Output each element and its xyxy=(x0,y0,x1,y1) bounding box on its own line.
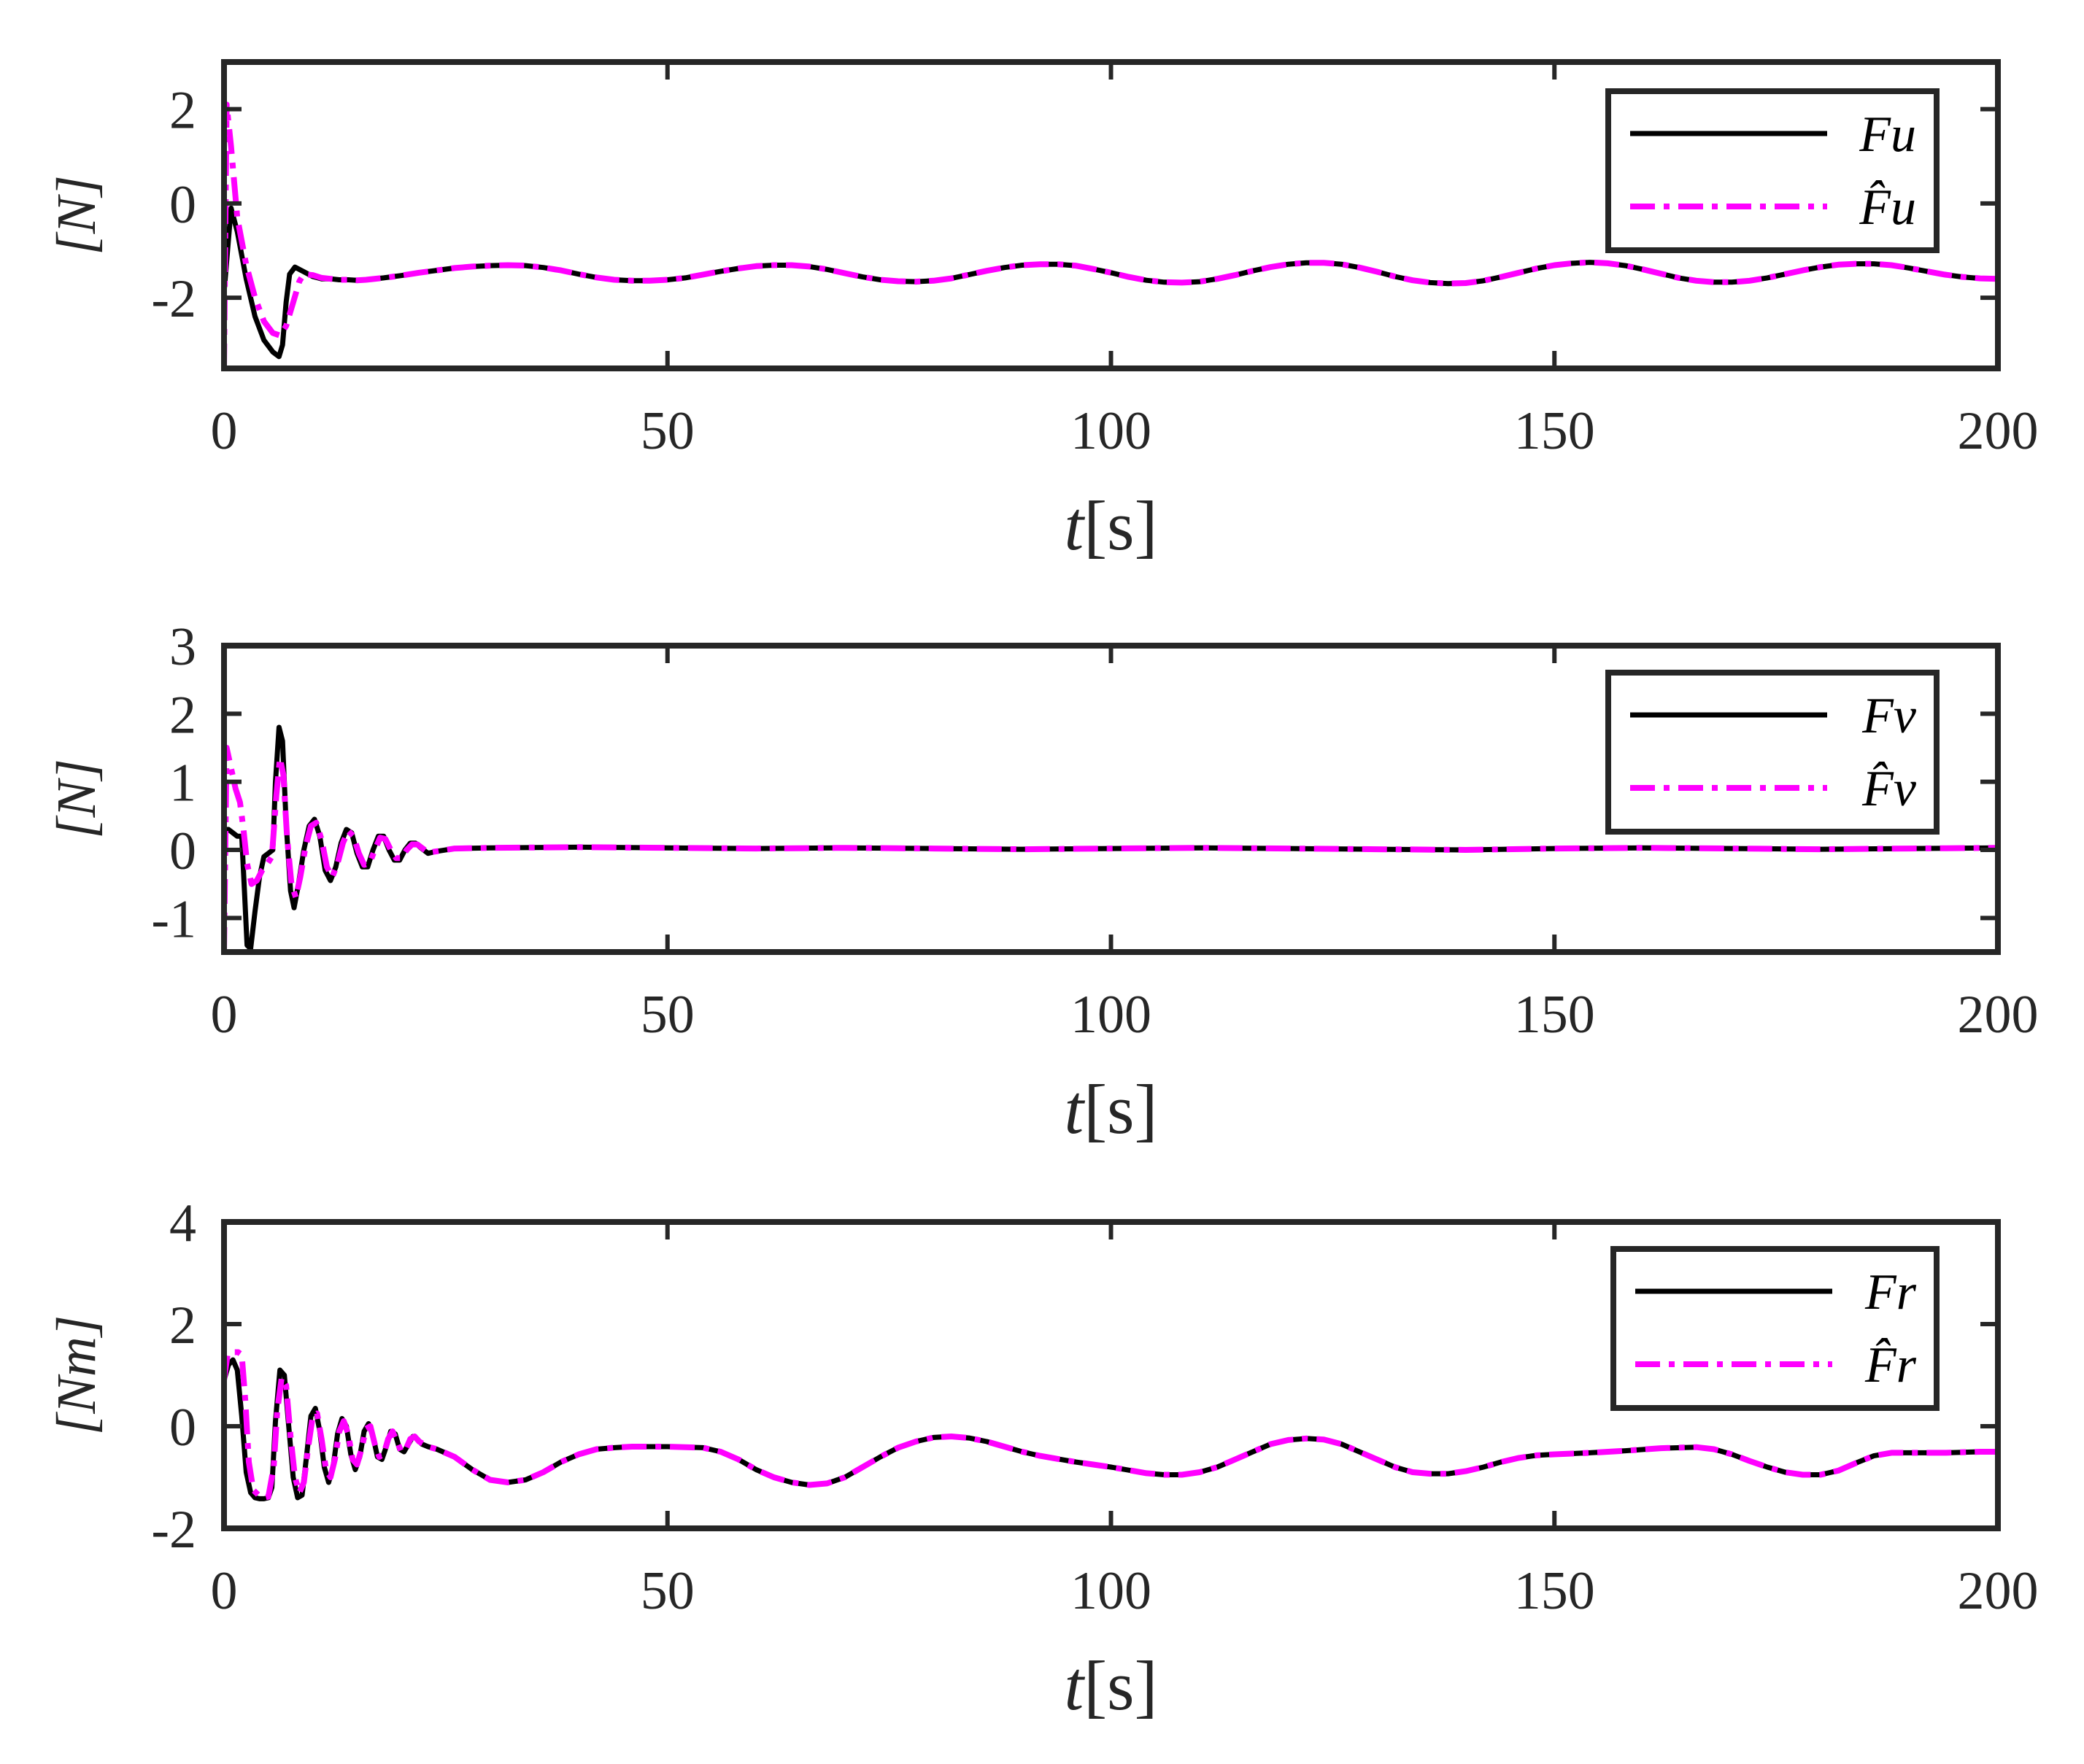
legend-box xyxy=(1605,670,1940,835)
x-axis-label: t[s] xyxy=(1065,1647,1158,1725)
x-tick-label: 150 xyxy=(1514,1561,1595,1621)
legend: Fv F̂v xyxy=(1605,670,1940,835)
x-tick-label: 50 xyxy=(641,401,695,461)
series-line-2 xyxy=(224,101,1998,368)
x-axis-label: t[s] xyxy=(1065,1070,1158,1148)
legend-box xyxy=(1605,88,1940,253)
panel-1: 0 50 100 150 200 -2 0 2 t[s] [N] Fu F̂u xyxy=(46,59,2039,565)
y-tick-label: -1 xyxy=(151,889,196,949)
legend-entry-2: F̂u xyxy=(1859,179,1916,236)
x-tick-label: 100 xyxy=(1070,985,1151,1045)
series-line-2 xyxy=(224,745,1998,952)
y-axis-label: [Nm] xyxy=(46,1315,107,1436)
y-tick-label: -2 xyxy=(151,269,196,329)
x-tick-label: 200 xyxy=(1958,985,2039,1045)
legend: Fu F̂u xyxy=(1605,88,1940,253)
legend-entry-1: Fv xyxy=(1861,688,1917,744)
legend-entry-2: F̂v xyxy=(1861,761,1917,817)
legend-box xyxy=(1610,1246,1940,1411)
legend-entry-1: Fu xyxy=(1859,107,1916,163)
y-tick-label: 2 xyxy=(169,1296,196,1355)
legend: Fr F̂r xyxy=(1610,1246,1940,1411)
y-tick-label: 0 xyxy=(169,1398,196,1458)
x-tick-label: 100 xyxy=(1070,401,1151,461)
legend-entry-1: Fr xyxy=(1864,1264,1917,1320)
x-tick-label: 0 xyxy=(211,401,238,461)
series-line-2 xyxy=(224,1349,1998,1501)
x-axis-label-var: t xyxy=(1065,1070,1086,1148)
x-axis-label-unit: [s] xyxy=(1084,1070,1157,1148)
y-axis-label: [N] xyxy=(46,175,107,255)
x-tick-label: 0 xyxy=(211,985,238,1045)
y-tick-label: 2 xyxy=(169,81,196,141)
y-tick-label: 1 xyxy=(169,754,196,813)
x-tick-label: 150 xyxy=(1514,401,1595,461)
y-tick-label: 0 xyxy=(169,175,196,235)
x-axis-label-unit: [s] xyxy=(1084,487,1157,565)
x-tick-label: 0 xyxy=(211,1561,238,1621)
x-tick-label: 150 xyxy=(1514,985,1595,1045)
x-tick-label: 50 xyxy=(641,985,695,1045)
x-axis-label: t[s] xyxy=(1065,487,1158,565)
legend-entry-2: F̂r xyxy=(1864,1337,1917,1393)
y-tick-label: 0 xyxy=(169,821,196,881)
y-tick-label: 4 xyxy=(169,1194,196,1253)
x-axis-label-var: t xyxy=(1065,1647,1086,1725)
y-tick-label: -2 xyxy=(151,1500,196,1560)
x-tick-label: 50 xyxy=(641,1561,695,1621)
y-tick-label: 2 xyxy=(169,685,196,745)
x-axis-label-unit: [s] xyxy=(1084,1647,1157,1725)
x-tick-label: 200 xyxy=(1958,1561,2039,1621)
x-tick-label: 200 xyxy=(1958,401,2039,461)
y-tick-label: 3 xyxy=(169,617,196,677)
y-axis-label: [N] xyxy=(46,759,107,839)
x-tick-label: 100 xyxy=(1070,1561,1151,1621)
x-axis-label-var: t xyxy=(1065,487,1086,565)
